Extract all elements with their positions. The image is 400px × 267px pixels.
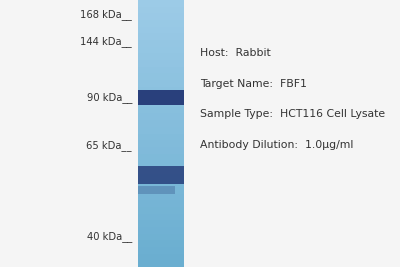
Bar [138, 0, 184, 7]
Bar [138, 90, 184, 105]
Bar [138, 67, 184, 73]
Text: Antibody Dilution:  1.0µg/ml: Antibody Dilution: 1.0µg/ml [200, 140, 353, 150]
Bar [138, 187, 184, 194]
Bar [138, 254, 184, 260]
Bar [138, 140, 184, 147]
Bar [138, 33, 184, 40]
Bar [138, 127, 184, 134]
Bar [138, 47, 184, 53]
Bar [138, 107, 184, 113]
Bar [138, 260, 184, 267]
Bar [138, 80, 184, 87]
Bar [138, 247, 184, 254]
Bar [138, 60, 184, 67]
Bar [138, 154, 184, 160]
Bar [138, 100, 184, 107]
Bar [138, 160, 184, 167]
Bar [138, 13, 184, 20]
Bar [138, 234, 184, 240]
Text: Target Name:  FBF1: Target Name: FBF1 [200, 79, 307, 89]
Bar [138, 20, 184, 27]
Bar [138, 120, 184, 127]
Text: 40 kDa__: 40 kDa__ [87, 231, 132, 242]
Bar [138, 166, 184, 184]
Bar [138, 194, 184, 200]
Text: Sample Type:  HCT116 Cell Lysate: Sample Type: HCT116 Cell Lysate [200, 109, 385, 119]
Bar [138, 227, 184, 234]
Bar [138, 134, 184, 140]
Bar [138, 186, 175, 194]
Bar [138, 40, 184, 47]
Bar [138, 180, 184, 187]
Bar [138, 174, 184, 180]
Bar [138, 220, 184, 227]
Bar [138, 207, 184, 214]
Bar [138, 53, 184, 60]
Text: 65 kDa__: 65 kDa__ [86, 140, 132, 151]
Bar [138, 73, 184, 80]
Text: 90 kDa__: 90 kDa__ [87, 92, 132, 103]
Bar [138, 113, 184, 120]
Bar [138, 7, 184, 13]
Bar [138, 240, 184, 247]
Bar [138, 87, 184, 93]
Bar [138, 147, 184, 154]
Text: 144 kDa__: 144 kDa__ [80, 36, 132, 47]
Bar [138, 167, 184, 174]
Bar [138, 93, 184, 100]
Bar [138, 200, 184, 207]
Bar [138, 27, 184, 33]
Text: 168 kDa__: 168 kDa__ [80, 9, 132, 20]
Text: Host:  Rabbit: Host: Rabbit [200, 48, 271, 58]
Bar [138, 214, 184, 220]
